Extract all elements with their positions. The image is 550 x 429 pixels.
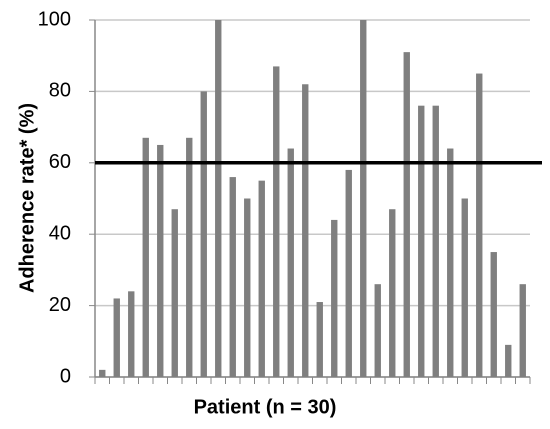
bar (519, 284, 526, 377)
bar (258, 180, 265, 377)
bar (99, 369, 106, 377)
y-tick-label: 0 (60, 365, 71, 387)
bar (389, 209, 396, 377)
bar (186, 137, 193, 377)
bar (360, 20, 367, 377)
bar (273, 66, 280, 377)
x-axis-label: Patient (n = 30) (194, 396, 337, 418)
y-tick-label: 80 (49, 80, 71, 102)
bar (200, 91, 207, 378)
bar (476, 73, 483, 378)
bar (113, 298, 120, 377)
y-axis-label: Adherence rate* (%) (16, 103, 38, 293)
bar (432, 105, 439, 378)
y-tick-label: 40 (49, 222, 71, 244)
bar (302, 84, 309, 377)
bar (447, 148, 454, 377)
bar (403, 52, 410, 377)
bar (316, 302, 323, 377)
bar (345, 169, 352, 377)
bar (505, 344, 512, 377)
bar (157, 144, 164, 377)
y-tick-label: 100 (38, 8, 71, 30)
bar (418, 105, 425, 378)
bar (171, 209, 178, 377)
bar (374, 284, 381, 377)
bar (461, 198, 468, 377)
bar (229, 177, 236, 377)
bar (128, 291, 135, 377)
bar (287, 148, 294, 377)
bar (215, 20, 222, 377)
bar (142, 137, 149, 377)
y-tick-label: 60 (49, 151, 71, 173)
bar (244, 198, 251, 377)
bar (490, 252, 497, 377)
bar (331, 219, 338, 377)
y-tick-label: 20 (49, 294, 71, 316)
